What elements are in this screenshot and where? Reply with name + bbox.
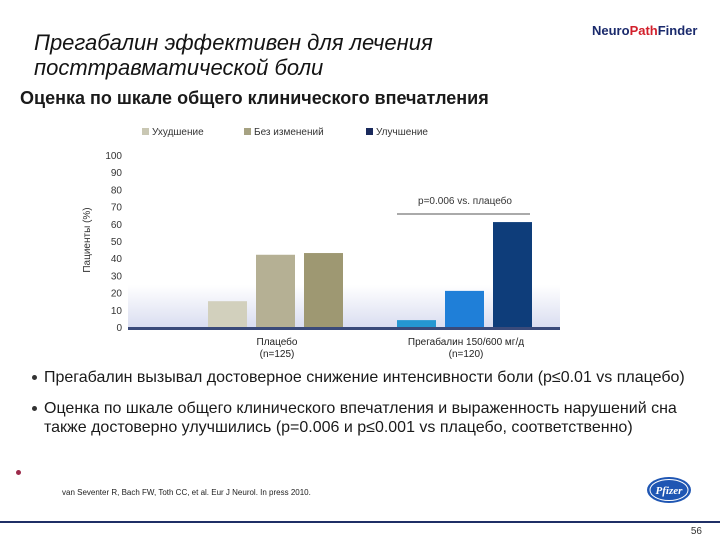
bullet-item: Прегабалин вызывал достоверное снижение … — [32, 368, 714, 387]
bar-chart: Ухудшение Без изменений Улучшение Пациен… — [82, 127, 560, 360]
significance-annotation: p=0.006 vs. плацебо — [418, 195, 512, 207]
pfizer-logo-text: Pfizer — [656, 485, 684, 497]
svg-text:NeuroPathFinder: NeuroPathFinder — [592, 23, 697, 38]
y-tick-label: 0 — [116, 323, 122, 334]
y-tick-label: 80 — [111, 185, 123, 196]
y-tick-label: 10 — [111, 306, 123, 317]
y-tick-label: 70 — [111, 203, 123, 214]
x-axis-baseline — [128, 327, 560, 330]
reference-citation: van Seventer R, Bach FW, Toth CC, et al.… — [62, 488, 311, 497]
legend-swatch-improve — [366, 128, 373, 135]
bar-worse-pregabalin — [397, 320, 436, 327]
y-tick-label: 40 — [111, 254, 123, 265]
bar-improve-pregabalin — [493, 222, 532, 327]
neuropathfinder-logo: NeuroPathFinder — [592, 23, 697, 38]
legend: Ухудшение Без изменений Улучшение — [142, 127, 428, 138]
decorative-dot — [16, 470, 21, 475]
y-tick-label: 20 — [111, 289, 123, 300]
legend-label-improve: Улучшение — [376, 127, 428, 138]
y-tick-label: 60 — [111, 220, 123, 231]
bar-worse-placebo — [208, 301, 247, 327]
y-axis-label: Пациенты (%) — [82, 207, 93, 272]
pfizer-logo: Pfizer — [647, 477, 691, 503]
category-label-placebo: Плацебо — [257, 336, 298, 348]
slide-subtitle: Оценка по шкале общего клинического впеч… — [20, 88, 489, 108]
bullet-text: Прегабалин вызывал достоверное снижение … — [44, 369, 685, 386]
logo-part-1: Neuro — [592, 23, 630, 38]
bar-improve-placebo — [304, 253, 343, 327]
y-tick-label: 50 — [111, 237, 123, 248]
y-tick-label: 90 — [111, 168, 123, 179]
legend-label-nochange: Без изменений — [254, 127, 324, 138]
bullet-list: Прегабалин вызывал достоверное снижение … — [32, 368, 714, 449]
bullet-text: Оценка по шкале общего клинического впеч… — [44, 400, 677, 436]
legend-swatch-nochange — [244, 128, 251, 135]
bar-nochange-placebo — [256, 254, 295, 327]
footer-divider — [0, 521, 720, 523]
category-n-placebo: (n=125) — [260, 349, 295, 360]
slide-title: Прегабалин эффективен для лечения посттр… — [34, 30, 433, 80]
bullet-dot — [32, 375, 37, 380]
bullet-dot — [32, 406, 37, 411]
category-n-pregabalin: (n=120) — [449, 349, 484, 360]
legend-label-worse: Ухудшение — [152, 127, 204, 138]
logo-part-3: Finder — [658, 23, 698, 38]
chart-floor-band — [128, 285, 560, 329]
y-tick-label: 30 — [111, 271, 123, 282]
legend-swatch-worse — [142, 128, 149, 135]
y-tick-label: 100 — [105, 151, 122, 162]
logo-part-2: Path — [630, 23, 658, 38]
bullet-item: Оценка по шкале общего клинического впеч… — [32, 399, 714, 437]
page-number: 56 — [690, 526, 702, 537]
bar-nochange-pregabalin — [445, 290, 484, 327]
category-label-pregabalin: Прегабалин 150/600 мг/д — [408, 336, 524, 348]
